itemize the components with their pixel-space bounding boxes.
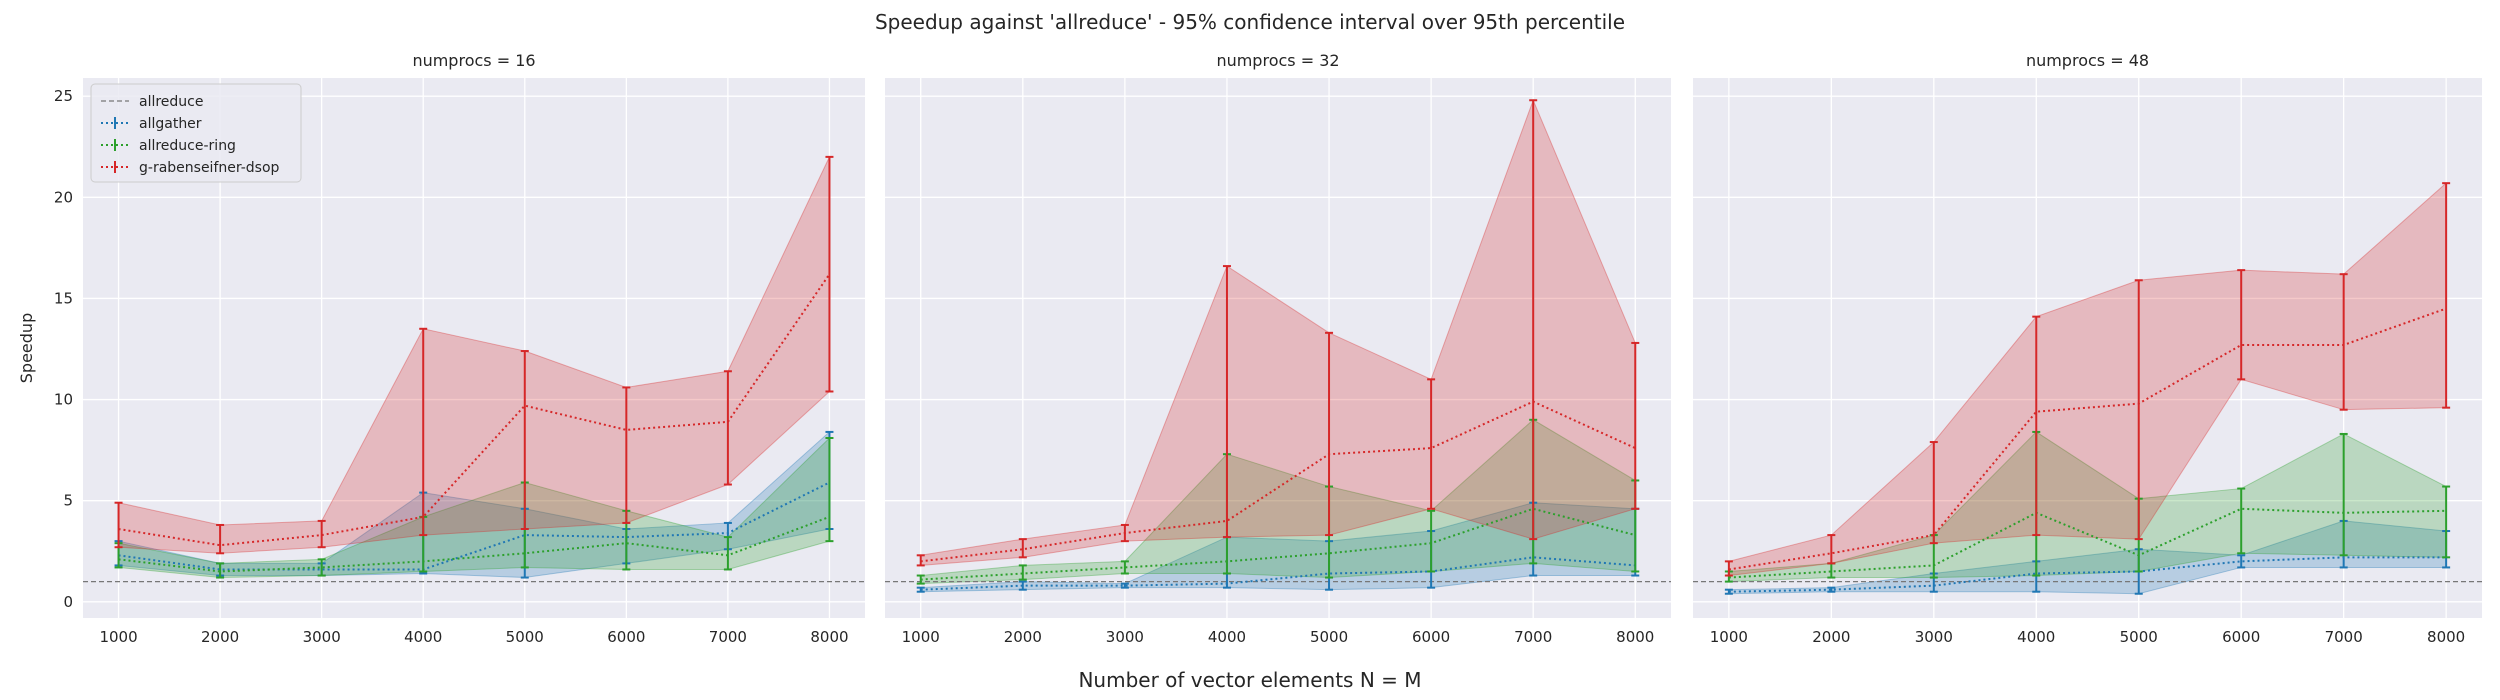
x-tick-label: 3000: [1915, 628, 1953, 646]
panel-1: 1000 2000 3000 4000 5000 6000 7000 8000 0 5 10 15 20…: [17, 51, 865, 646]
g-rabenseifner-dsop-line: [1728, 307, 2447, 571]
x-tick-label: 4000: [404, 628, 442, 646]
x-tick-label: 8000: [810, 628, 848, 646]
x-tick-label: 1000: [99, 628, 137, 646]
panel-3: 1000 2000 3000 4000 5000 6000 7000 8000 numprocs…: [1693, 51, 2482, 646]
x-tick-label: 8000: [2427, 628, 2465, 646]
y-tick-label: 15: [54, 289, 73, 307]
x-tick-label: 5000: [2120, 628, 2158, 646]
x-tick-label: 7000: [2325, 628, 2363, 646]
y-tick-label: 10: [54, 391, 73, 409]
legend-label: g-rabenseifner-dsop: [139, 160, 280, 176]
x-axis-label: Number of vector elements N = M: [1078, 668, 1422, 692]
allreduce-ring-line: [118, 515, 830, 573]
x-tick-label: 5000: [506, 628, 544, 646]
x-tick-label: 1000: [902, 628, 940, 646]
plot-area: [885, 78, 1671, 618]
x-tick-label: 2000: [1812, 628, 1850, 646]
legend-label: allreduce-ring: [139, 138, 236, 154]
y-tick-label: 0: [63, 593, 73, 611]
x-tick-label: 6000: [1412, 628, 1450, 646]
allreduce-ring-line: [1728, 507, 2447, 579]
legend-label: allreduce: [139, 94, 204, 110]
g-rabenseifner-dsop-line: [920, 400, 1636, 563]
y-axis-label: Speedup: [17, 313, 36, 383]
x-tick-label: 1000: [1710, 628, 1748, 646]
x-tick-label: 4000: [2017, 628, 2055, 646]
panel-title: numprocs = 16: [412, 51, 535, 70]
legend: [90, 83, 302, 183]
x-tick-label: 2000: [201, 628, 239, 646]
x-tick-label: 4000: [1208, 628, 1246, 646]
allreduce-ring-line: [920, 507, 1636, 581]
y-tick-label: 5: [63, 492, 73, 510]
figure-title: Speedup against 'allreduce' - 95% confid…: [874, 10, 1626, 34]
allgather-line: [920, 556, 1636, 591]
y-tick-label: 25: [54, 87, 73, 105]
panel-title: numprocs = 32: [1216, 51, 1339, 70]
x-tick-label: 7000: [1514, 628, 1552, 646]
x-tick-label: 5000: [1310, 628, 1348, 646]
x-tick-label: 3000: [1106, 628, 1144, 646]
x-tick-label: 2000: [1004, 628, 1042, 646]
x-tick-label: 8000: [1616, 628, 1654, 646]
x-tick-label: 6000: [2222, 628, 2260, 646]
plot-area: [1693, 78, 2482, 618]
x-tick-label: 6000: [607, 628, 645, 646]
panel-2: 1000 2000 3000 4000 5000 6000 7000 8000 numprocs…: [885, 51, 1671, 646]
panel-title: numprocs = 48: [2026, 51, 2149, 70]
x-tick-label: 7000: [709, 628, 747, 646]
legend-label: allgather: [139, 116, 202, 132]
y-tick-label: 20: [54, 188, 73, 206]
x-tick-label: 3000: [303, 628, 341, 646]
